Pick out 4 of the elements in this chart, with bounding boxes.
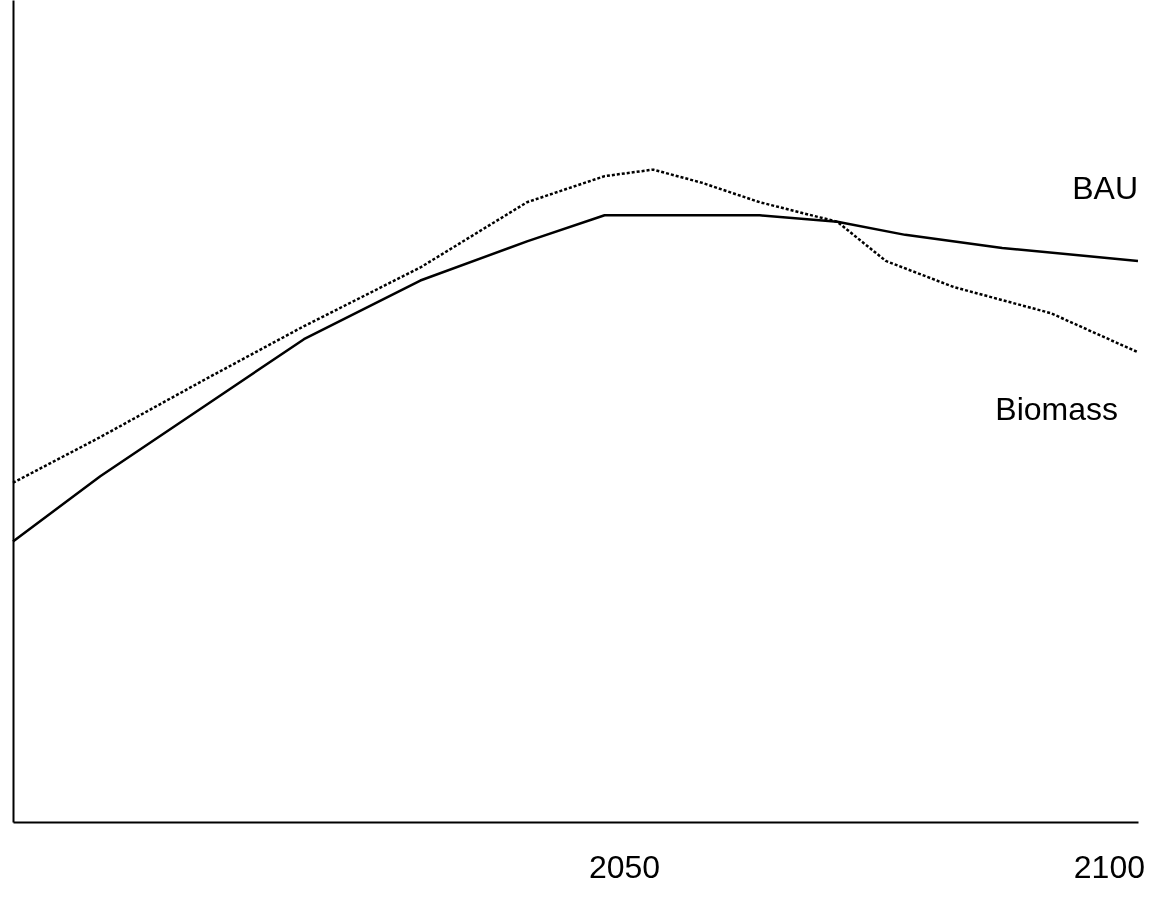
series-label: BAU <box>1072 169 1138 206</box>
series-label: Biomass <box>995 391 1118 428</box>
x-tick-label: 2100 <box>1073 848 1145 885</box>
x-tick-label: 2050 <box>588 848 661 885</box>
